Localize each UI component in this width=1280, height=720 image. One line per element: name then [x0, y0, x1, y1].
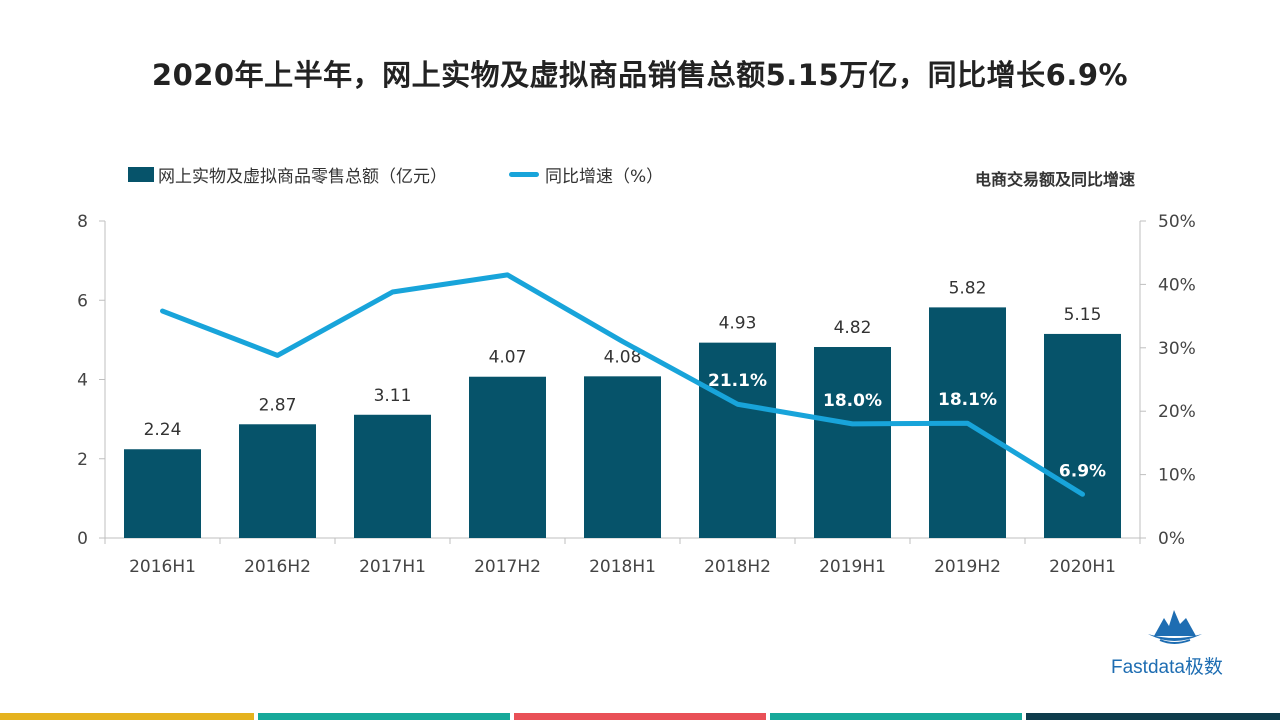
- bar-value-label: 4.82: [834, 318, 872, 338]
- combo-chart: 0 2 4 6 8 0% 10% 20% 30% 40% 50% 2016H1 2016H2 2017H1…: [77, 212, 1196, 577]
- y-left-tick-label: 6: [77, 291, 88, 311]
- x-tick-label: 2019H1: [819, 557, 886, 577]
- footer-stripe-4: [770, 713, 1022, 720]
- legend-bar-label: 网上实物及虚拟商品零售总额（亿元）: [158, 166, 447, 187]
- x-tick-label: 2018H1: [589, 557, 656, 577]
- y-left-tick-label: 0: [77, 529, 88, 549]
- x-tick-label: 2019H2: [934, 557, 1001, 577]
- y-right-tick-label: 0%: [1158, 529, 1185, 549]
- bar-value-label: 2.87: [259, 395, 297, 415]
- bar: [814, 347, 891, 538]
- y-right-tick-label: 20%: [1158, 402, 1196, 422]
- legend-bar-swatch: [128, 166, 154, 182]
- y-right-tick-label: 10%: [1158, 466, 1196, 486]
- x-tick-label: 2020H1: [1049, 557, 1116, 577]
- footer-stripe-3: [514, 713, 766, 720]
- growth-value-label: 21.1%: [708, 371, 767, 391]
- bar-value-label: 5.82: [949, 278, 987, 298]
- bar: [239, 424, 316, 538]
- growth-value-label: 18.1%: [938, 390, 997, 410]
- x-tick-label: 2017H1: [359, 557, 426, 577]
- footer-stripe-2: [258, 713, 510, 720]
- x-tick-label: 2018H2: [704, 557, 771, 577]
- y-right-tick-label: 50%: [1158, 212, 1196, 232]
- bar: [584, 376, 661, 538]
- x-tick-label: 2016H1: [129, 557, 196, 577]
- y-right-tick-label: 30%: [1158, 339, 1196, 359]
- bar-value-label: 4.07: [489, 348, 527, 368]
- legend-line-swatch: [509, 171, 539, 177]
- bar: [354, 414, 431, 538]
- bar: [124, 449, 201, 538]
- bar: [1044, 333, 1121, 538]
- footer-stripe-5: [1026, 713, 1280, 720]
- bar: [699, 342, 776, 538]
- y-left-tick-label: 2: [77, 450, 88, 470]
- fastdata-logo-icon: [1148, 610, 1202, 644]
- bar-value-label: 4.93: [719, 314, 757, 334]
- x-tick-label: 2017H2: [474, 557, 541, 577]
- y-right-tick-label: 40%: [1158, 275, 1196, 295]
- chart-title: 电商交易额及同比增速: [974, 170, 1135, 189]
- y-left-tick-label: 8: [77, 212, 88, 232]
- x-tick-label: 2016H2: [244, 557, 311, 577]
- legend-line-label: 同比增速（%）: [545, 166, 664, 187]
- y-left-tick-label: 4: [77, 371, 88, 391]
- page-title: 2020年上半年，网上实物及虚拟商品销售总额5.15万亿，同比增长6.9%: [151, 58, 1129, 92]
- brand-name: Fastdata极数: [1111, 657, 1223, 678]
- bar-value-label: 4.08: [604, 347, 642, 367]
- chart-legend: 网上实物及虚拟商品零售总额（亿元） 同比增速（%）: [128, 163, 664, 187]
- bar-value-label: 3.11: [374, 386, 412, 406]
- footer-stripe-1: [0, 713, 254, 720]
- growth-value-label: 6.9%: [1059, 461, 1106, 481]
- bar-value-label: 5.15: [1064, 305, 1102, 325]
- bar: [469, 376, 546, 538]
- growth-value-label: 18.0%: [823, 391, 882, 411]
- bar-value-label: 2.24: [144, 420, 182, 440]
